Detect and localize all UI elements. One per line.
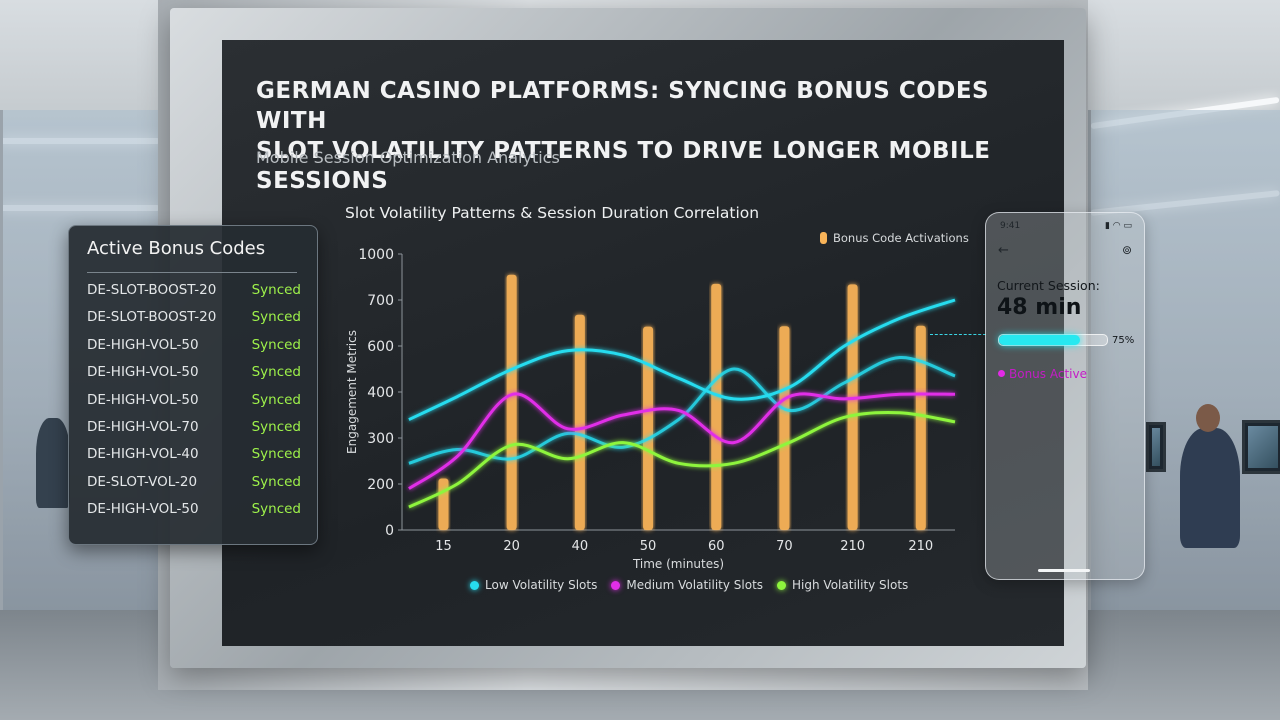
bonus-code-row: DE-HIGH-VOL-50 Synced xyxy=(87,337,301,359)
y-axis-label: Engagement Metrics xyxy=(345,330,359,454)
bonus-activation-bar xyxy=(779,326,790,530)
bonus-code: DE-HIGH-VOL-50 xyxy=(87,391,199,408)
bonus-code-status: Synced xyxy=(251,282,301,298)
x-tick-label: 15 xyxy=(435,539,452,554)
bonus-code-row: DE-SLOT-VOL-20 Synced xyxy=(87,474,301,496)
session-progress-fill xyxy=(999,335,1080,345)
background-monitor xyxy=(1146,422,1166,472)
legend-item: Low Volatility Slots xyxy=(470,578,597,592)
bonus-code-row: DE-HIGH-VOL-50 Synced xyxy=(87,364,301,386)
line-chart: 0 200 300 400 600 700 1000 15 20 40 50 60 70 210 210 Ti… xyxy=(345,247,956,570)
divider xyxy=(87,272,297,273)
session-progress-label: 75% xyxy=(1112,335,1135,346)
series-line-low-volatility-slots xyxy=(408,298,956,421)
series-line-medium-volatility-slots xyxy=(408,392,956,490)
bonus-code: DE-HIGH-VOL-50 xyxy=(87,336,199,353)
bonus-panel-heading: Active Bonus Codes xyxy=(87,238,266,259)
legend-swatch xyxy=(777,581,787,590)
bonus-code-status: Synced xyxy=(251,391,301,408)
gear-icon[interactable]: ⊚ xyxy=(1121,243,1132,257)
y-tick-label: 600 xyxy=(367,339,394,355)
active-bonus-codes-panel: Active Bonus Codes DE-SLOT-BOOST-20 Synce… xyxy=(68,225,318,545)
bonus-code-status: Synced xyxy=(251,336,301,353)
bonus-code-row: DE-HIGH-VOL-70 Synced xyxy=(87,419,301,441)
x-axis-label: Time (minutes) xyxy=(632,557,724,570)
bonus-code-row: DE-SLOT-BOOST-20 Synced xyxy=(87,309,301,331)
series-line-low-volatility-slots-secondary xyxy=(408,355,956,465)
bonus-code-status: Synced xyxy=(251,446,301,463)
x-tick-label: 70 xyxy=(776,539,793,554)
bonus-code-status: Synced xyxy=(251,473,301,490)
bonus-code: DE-HIGH-VOL-50 xyxy=(87,501,199,518)
background-person xyxy=(1180,428,1240,548)
bonus-code-status: Synced xyxy=(251,501,301,518)
legend-label: Medium Volatility Slots xyxy=(626,578,764,592)
bonus-active-indicator: Bonus Active xyxy=(998,367,1087,381)
page-title-line-1: German Casino Platforms: Syncing Bonus C… xyxy=(256,78,990,134)
mobile-phone-mockup: 9:41 ▮ ◠ ▭ ← ⊚ Current Session: 48 min 7… xyxy=(985,212,1145,580)
x-tick-label: 60 xyxy=(708,539,725,554)
bonus-code: DE-HIGH-VOL-50 xyxy=(87,364,199,381)
bonus-activation-bar xyxy=(643,326,654,530)
legend-item: High Volatility Slots xyxy=(777,578,908,592)
page-title-line-2: Slot Volatility Patterns to Drive Longer… xyxy=(256,138,991,194)
bonus-active-label: Bonus Active xyxy=(1009,367,1087,381)
page-subtitle: Mobile Session Optimization Analytics xyxy=(256,148,560,167)
bonus-activation-bar xyxy=(711,283,722,530)
legend-bonus-activations: Bonus Code Activations xyxy=(820,231,969,245)
phone-status-time: 9:41 xyxy=(1000,221,1021,231)
bonus-activation-bar xyxy=(438,478,449,530)
legend-label: Low Volatility Slots xyxy=(485,578,598,592)
y-tick-label: 200 xyxy=(367,477,394,493)
bonus-activation-bar xyxy=(915,325,926,530)
phone-home-indicator[interactable] xyxy=(1038,569,1090,572)
background-monitor xyxy=(1242,420,1280,474)
bonus-code-status: Synced xyxy=(251,309,301,326)
phone-connector-line xyxy=(930,334,986,335)
arrow-left-icon[interactable]: ← xyxy=(998,243,1009,258)
x-tick-label: 40 xyxy=(572,539,589,554)
bonus-activation-bar xyxy=(574,314,585,530)
x-tick-label: 210 xyxy=(908,539,933,554)
session-label: Current Session: xyxy=(997,278,1100,293)
bonus-code-row: DE-HIGH-VOL-50 Synced xyxy=(87,501,301,523)
bonus-code: DE-HIGH-VOL-40 xyxy=(87,446,199,463)
legend-swatch xyxy=(470,581,479,590)
x-tick-label: 50 xyxy=(640,539,657,554)
bonus-code-row: DE-HIGH-VOL-40 Synced xyxy=(87,446,301,468)
y-tick-label: 300 xyxy=(367,431,394,447)
y-tick-label: 700 xyxy=(367,293,394,309)
y-tick-label: 400 xyxy=(367,385,394,401)
background-person-head xyxy=(1196,404,1220,432)
bonus-code-row: DE-HIGH-VOL-50 Synced xyxy=(87,392,301,414)
bonus-code: DE-HIGH-VOL-70 xyxy=(87,419,199,435)
bonus-activation-bar xyxy=(847,284,858,530)
background-person xyxy=(36,418,70,508)
phone-status-icons: ▮ ◠ ▭ xyxy=(1104,221,1132,231)
legend-swatch xyxy=(611,581,621,590)
bonus-code: DE-SLOT-BOOST-20 xyxy=(87,309,217,326)
legend-bar-label: Bonus Code Activations xyxy=(833,231,969,245)
chart-legend: Low Volatility Slots Medium Volatility Sl… xyxy=(470,578,922,592)
series-line-high-volatility-slots xyxy=(408,410,956,509)
bonus-active-dot xyxy=(998,370,1005,377)
chart-title: Slot Volatility Patterns & Session Durat… xyxy=(345,204,760,222)
bonus-activation-bar xyxy=(506,274,517,530)
bonus-code: DE-SLOT-BOOST-20 xyxy=(87,282,217,298)
bonus-code-row: DE-SLOT-BOOST-20 Synced xyxy=(87,282,301,304)
legend-item: Medium Volatility Slots xyxy=(611,578,763,592)
x-tick-label: 20 xyxy=(503,539,520,554)
session-duration-value: 48 min xyxy=(997,295,1082,320)
legend-label: High Volatility Slots xyxy=(792,578,909,592)
y-tick-label: 0 xyxy=(385,523,394,539)
bonus-code: DE-SLOT-VOL-20 xyxy=(87,473,198,490)
page-title: German Casino Platforms: Syncing Bonus C… xyxy=(256,76,1056,196)
session-progress-bar xyxy=(998,334,1108,346)
legend-bar-swatch xyxy=(820,232,827,244)
x-tick-label: 210 xyxy=(840,539,865,554)
bonus-code-status: Synced xyxy=(251,364,301,381)
bonus-code-status: Synced xyxy=(251,419,301,435)
y-tick-label: 1000 xyxy=(358,247,394,263)
